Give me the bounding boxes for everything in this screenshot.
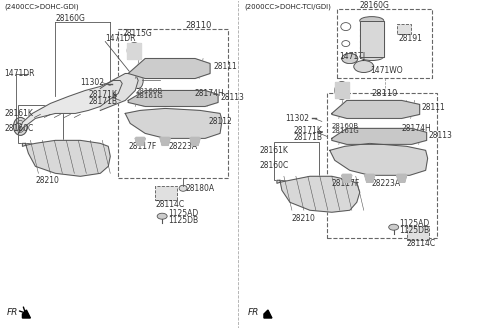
Polygon shape [128,91,218,107]
Polygon shape [277,176,360,212]
Polygon shape [23,310,30,318]
Text: FR: FR [248,308,259,317]
Polygon shape [396,174,407,182]
Text: 28171B: 28171B [294,133,323,142]
Bar [396,24,411,33]
Polygon shape [160,137,170,145]
Text: 28160C: 28160C [260,161,289,170]
Text: 1125AD: 1125AD [400,219,430,228]
Text: 28191: 28191 [399,34,422,43]
Text: 28114C: 28114C [407,239,436,248]
Text: 11302: 11302 [285,114,309,123]
Ellipse shape [398,129,402,133]
Text: 28223A: 28223A [168,142,197,151]
Polygon shape [330,143,428,175]
Polygon shape [135,137,145,145]
Text: 28161G: 28161G [332,128,360,134]
Polygon shape [100,73,138,111]
Bar [18,105,63,143]
Polygon shape [332,128,427,144]
Text: 28110: 28110 [372,89,398,98]
Ellipse shape [191,94,195,98]
Ellipse shape [127,43,141,58]
Text: (2400CC>DOHC-GDI): (2400CC>DOHC-GDI) [4,3,79,10]
Text: 1471DR: 1471DR [105,34,136,43]
Text: 28174H: 28174H [402,124,432,133]
Polygon shape [128,58,210,78]
Ellipse shape [121,73,139,88]
Ellipse shape [153,93,157,97]
Text: 28115G: 28115G [122,29,152,38]
Text: 28210: 28210 [36,176,60,185]
Text: 28161G: 28161G [135,93,163,99]
Ellipse shape [133,72,143,89]
Bar [337,9,432,78]
Bar [327,93,437,238]
Text: 28161K: 28161K [4,109,33,118]
Text: 28210: 28210 [292,214,316,223]
Text: 28160G: 28160G [55,14,85,23]
Text: 28171B: 28171B [88,97,117,106]
Polygon shape [332,100,420,118]
Text: 28160B: 28160B [332,123,359,130]
Ellipse shape [335,81,349,99]
Text: 11302: 11302 [80,78,104,87]
Ellipse shape [360,52,384,61]
Text: 28117F: 28117F [332,179,360,188]
Text: 28114C: 28114C [155,200,184,209]
Text: 28160G: 28160G [360,1,390,10]
Text: 28160C: 28160C [4,124,34,133]
Text: 28223A: 28223A [372,179,401,188]
Ellipse shape [355,127,359,132]
Text: 1125DB: 1125DB [168,216,198,225]
Bar [155,186,177,200]
Text: 1471DR: 1471DR [4,69,35,78]
Polygon shape [335,82,349,98]
Text: 1125DB: 1125DB [400,226,430,235]
Polygon shape [342,174,352,182]
Ellipse shape [179,185,187,191]
Polygon shape [127,43,141,58]
Ellipse shape [13,117,27,135]
Text: 28111: 28111 [421,103,445,112]
Bar [407,226,429,240]
Text: 28111: 28111 [213,62,237,71]
Text: 28110: 28110 [185,21,212,30]
Text: 28117F: 28117F [128,142,156,151]
Text: 28171K: 28171K [88,90,117,99]
Text: 28113: 28113 [220,93,244,102]
Polygon shape [23,140,110,176]
Text: 28112: 28112 [208,117,232,126]
Ellipse shape [360,17,384,25]
Text: FR: FR [6,308,18,317]
Polygon shape [360,21,384,56]
Ellipse shape [342,53,358,64]
Ellipse shape [157,213,167,219]
Text: 28160B: 28160B [135,89,162,94]
Bar [274,142,319,180]
Text: 28161K: 28161K [260,146,289,155]
Text: 28174H: 28174H [194,89,224,98]
Text: 28113: 28113 [429,131,453,140]
Polygon shape [18,80,122,133]
Ellipse shape [354,61,374,72]
Ellipse shape [389,224,399,230]
Polygon shape [190,137,200,145]
Polygon shape [264,310,272,318]
Text: 28180A: 28180A [185,184,214,193]
Ellipse shape [342,53,358,64]
Text: 1125AD: 1125AD [168,209,198,218]
Text: 28171K: 28171K [294,126,323,135]
Bar [118,29,228,178]
Polygon shape [365,174,375,182]
Text: (2000CC>DOHC-TCI/GDI): (2000CC>DOHC-TCI/GDI) [244,3,331,10]
Text: 1471WO: 1471WO [370,66,402,75]
Text: 1471TJ: 1471TJ [339,52,365,61]
Polygon shape [125,109,222,138]
